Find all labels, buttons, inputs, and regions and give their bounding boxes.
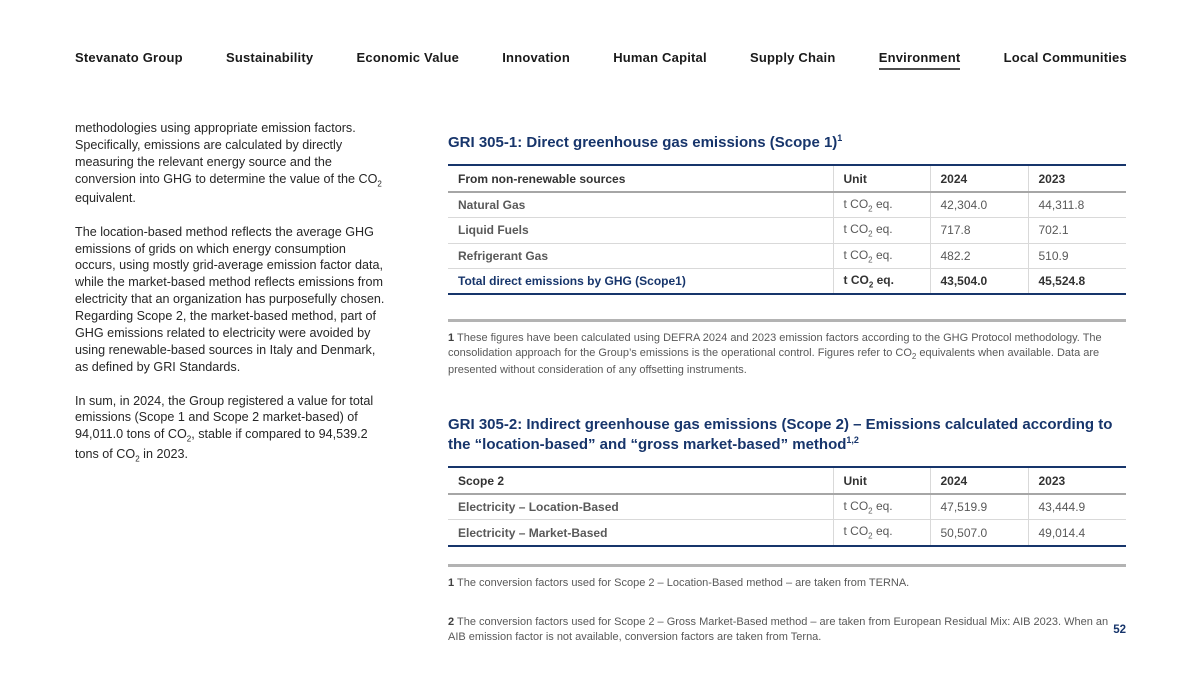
nav-item-environment[interactable]: Environment bbox=[878, 50, 961, 70]
table-scope1-emissions: From non-renewable sources Unit 2024 202… bbox=[448, 163, 1126, 296]
nav-item-economic-value[interactable]: Economic Value bbox=[356, 50, 460, 65]
column-header-unit: Unit bbox=[832, 164, 930, 193]
page-number: 52 bbox=[1113, 624, 1126, 636]
cell-unit: t CO2 eq. bbox=[832, 519, 930, 546]
table-row: Liquid Fuels t CO2 eq. 717.8 702.1 bbox=[448, 217, 1126, 244]
table-total-row: Total direct emissions by GHG (Scope1) t… bbox=[448, 267, 1126, 295]
footnote-2-scope2: 2 The conversion factors used for Scope … bbox=[448, 615, 1109, 643]
nav-item-supply-chain[interactable]: Supply Chain bbox=[750, 50, 836, 65]
table-scope2-emissions: Scope 2 Unit 2024 2023 Electricity – Loc… bbox=[448, 465, 1126, 547]
paragraph: The location-based method reflects the a… bbox=[75, 224, 385, 374]
nav-item-sustainability[interactable]: Sustainability bbox=[225, 50, 314, 65]
top-navigation: Stevanato Group Sustainability Economic … bbox=[75, 50, 1127, 70]
footnote-1-scope2: 1 The conversion factors used for Scope … bbox=[448, 576, 910, 589]
column-header-2024: 2024 bbox=[929, 164, 1028, 193]
table-header-row: From non-renewable sources Unit 2024 202… bbox=[448, 164, 1126, 193]
row-label: Electricity – Market-Based bbox=[448, 519, 833, 546]
column-header-2023: 2023 bbox=[1027, 466, 1126, 495]
footnote-separator bbox=[448, 319, 1126, 323]
row-label: Refrigerant Gas bbox=[448, 242, 833, 269]
column-header-2024: 2024 bbox=[929, 466, 1028, 495]
paragraph: methodologies using appropriate emission… bbox=[75, 121, 382, 205]
section-title-gri-305-2: GRI 305-2: Indirect greenhouse gas emiss… bbox=[448, 416, 1113, 454]
table-row: Refrigerant Gas t CO2 eq. 482.2 510.9 bbox=[448, 242, 1126, 269]
footnote-separator bbox=[448, 563, 1126, 567]
cell-2023: 702.1 bbox=[1027, 217, 1126, 244]
column-header-scope2: Scope 2 bbox=[448, 466, 833, 495]
nav-item-local-communities[interactable]: Local Communities bbox=[1003, 50, 1127, 65]
cell-unit: t CO2 eq. bbox=[832, 267, 930, 295]
row-label: Electricity – Location-Based bbox=[458, 500, 619, 515]
footnote-marker: 1,2 bbox=[846, 435, 859, 446]
row-label: Natural Gas bbox=[458, 197, 526, 212]
cell-2023: 43,444.9 bbox=[1027, 493, 1126, 520]
cell-unit: t CO2 eq. bbox=[832, 217, 930, 244]
column-header-source: From non-renewable sources bbox=[448, 164, 833, 193]
table-header-row: Scope 2 Unit 2024 2023 bbox=[448, 466, 1126, 495]
section-title-gri-305-1: GRI 305-1: Direct greenhouse gas emissio… bbox=[448, 133, 843, 151]
row-label: Total direct emissions by GHG (Scope1) bbox=[448, 267, 833, 295]
cell-2024: 50,507.0 bbox=[929, 519, 1028, 546]
cell-2024: 43,504.0 bbox=[929, 267, 1028, 295]
cell-unit: t CO2 eq. bbox=[832, 191, 930, 218]
footnote-1-scope1: 1 These figures have been calculated usi… bbox=[448, 332, 1102, 377]
cell-2023: 44,311.8 bbox=[1027, 191, 1126, 218]
cell-unit: t CO2 eq. bbox=[832, 493, 930, 520]
table-row: Electricity – Market-Based t CO2 eq. 50,… bbox=[448, 519, 1126, 546]
body-text-column: methodologies using appropriate emission… bbox=[75, 120, 387, 482]
cell-2023: 49,014.4 bbox=[1027, 519, 1126, 546]
nav-item-human-capital[interactable]: Human Capital bbox=[613, 50, 707, 65]
column-header-unit: Unit bbox=[832, 466, 930, 495]
cell-2024: 717.8 bbox=[929, 217, 1028, 244]
cell-2023: 510.9 bbox=[1027, 242, 1126, 269]
column-header-2023: 2023 bbox=[1027, 164, 1126, 193]
nav-item-stevanato-group[interactable]: Stevanato Group bbox=[75, 50, 183, 65]
tables-column: GRI 305-1: Direct greenhouse gas emissio… bbox=[448, 133, 1126, 656]
nav-item-innovation[interactable]: Innovation bbox=[502, 50, 570, 65]
cell-unit: t CO2 eq. bbox=[832, 242, 930, 269]
cell-2023: 45,524.8 bbox=[1027, 267, 1126, 295]
row-label: Liquid Fuels bbox=[448, 217, 833, 244]
cell-2024: 482.2 bbox=[929, 242, 1028, 269]
cell-2024: 42,304.0 bbox=[929, 191, 1028, 218]
cell-2024: 47,519.9 bbox=[929, 493, 1028, 520]
table-row: Electricity – Location-Based t CO2 eq. 4… bbox=[448, 493, 1126, 520]
footnote-marker: 1 bbox=[837, 133, 843, 143]
table-row: Natural Gas t CO2 eq. 42,304.0 44,311.8 bbox=[448, 191, 1126, 218]
paragraph: In sum, in 2024, the Group registered a … bbox=[75, 393, 374, 464]
